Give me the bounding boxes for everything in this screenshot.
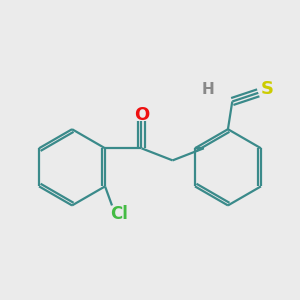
Text: Cl: Cl (110, 205, 128, 223)
Text: O: O (134, 106, 149, 124)
Text: S: S (260, 80, 273, 98)
Text: H: H (202, 82, 214, 97)
